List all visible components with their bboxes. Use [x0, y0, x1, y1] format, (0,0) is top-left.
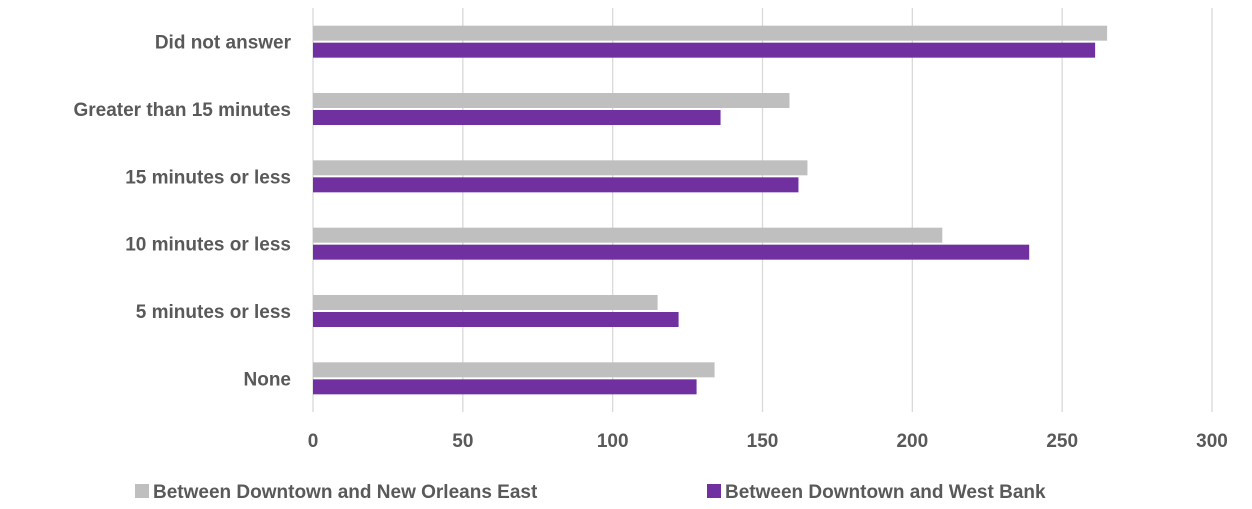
legend-label-between-downtown-and-new-orleans-east: Between Downtown and New Orleans East [153, 482, 538, 503]
category-label-10-minutes-or-less: 10 minutes or less [125, 235, 291, 256]
category-labels: Did not answer Greater than 15 minutes 15 … [73, 33, 291, 391]
category-label-15-minutes-or-less: 15 minutes or less [125, 167, 291, 188]
bar-between-downtown-and-west-bank-greater-than-15-minutes [313, 110, 721, 125]
x-tick-label-300: 300 [1196, 431, 1228, 452]
x-tick-label-150: 150 [747, 431, 779, 452]
bar-between-downtown-and-new-orleans-east-10-minutes-or-less [313, 227, 943, 243]
bar-between-downtown-and-west-bank-10-minutes-or-less [313, 244, 1030, 260]
legend: Between Downtown and New Orleans East Bet… [135, 482, 1046, 503]
x-axis-tick-labels: 0 50 100 150 200 250 300 [308, 431, 1228, 452]
x-tick-label-100: 100 [597, 431, 629, 452]
bar-between-downtown-and-new-orleans-east-did-not-answer [313, 25, 1108, 41]
bar-between-downtown-and-new-orleans-east-15-minutes-or-less [313, 160, 808, 176]
bar-between-downtown-and-west-bank-15-minutes-or-less [313, 177, 799, 193]
bars [313, 25, 1108, 395]
x-tick-label-250: 250 [1046, 431, 1078, 452]
category-label-5-minutes-or-less: 5 minutes or less [136, 302, 291, 323]
category-label-did-not-answer: Did not answer [155, 33, 292, 54]
bar-between-downtown-and-new-orleans-east-greater-than-15-minutes [313, 93, 790, 108]
legend-label-between-downtown-and-west-bank: Between Downtown and West Bank [725, 482, 1046, 503]
bar-between-downtown-and-west-bank-none [313, 379, 697, 395]
category-label-none: None [244, 369, 292, 390]
x-tick-label-50: 50 [452, 431, 473, 452]
bar-between-downtown-and-new-orleans-east-5-minutes-or-less [313, 295, 658, 310]
gridlines [312, 8, 1213, 412]
category-label-greater-than-15-minutes: Greater than 15 minutes [73, 100, 291, 121]
legend-swatch-between-downtown-and-new-orleans-east [135, 484, 149, 498]
legend-swatch-between-downtown-and-west-bank [707, 484, 721, 498]
x-tick-label-200: 200 [896, 431, 928, 452]
bar-between-downtown-and-west-bank-5-minutes-or-less [313, 312, 679, 327]
bar-between-downtown-and-new-orleans-east-none [313, 362, 715, 378]
x-tick-label-0: 0 [308, 431, 319, 452]
bar-between-downtown-and-west-bank-did-not-answer [313, 42, 1096, 58]
